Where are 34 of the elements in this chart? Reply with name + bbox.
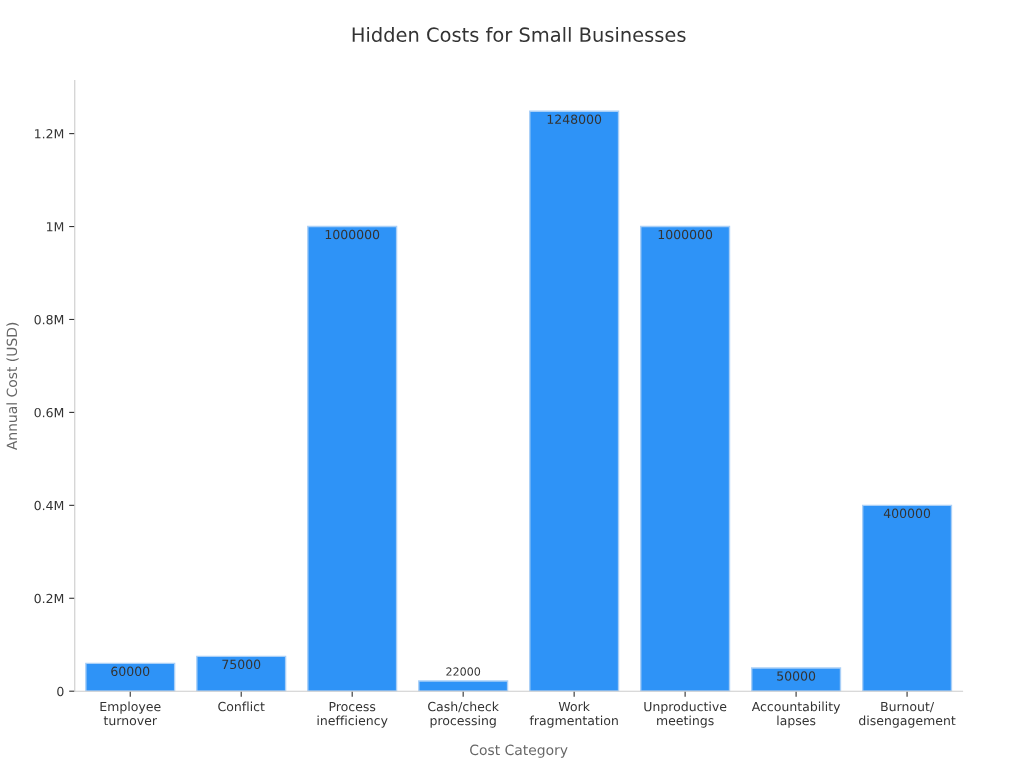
bar [751,667,842,692]
x-tick-label: Process inefficiency [317,702,388,728]
bar [640,225,731,692]
bar [418,680,509,692]
x-tick-label: Accountability lapses [751,701,841,728]
data-label: 400000 [883,508,931,519]
y-tick-label: 1M [46,222,64,232]
y-tick-label: 0.4M [34,500,64,511]
data-label: 22000 [446,667,481,676]
bar [861,504,953,692]
x-tick-label: Burnout/ disengagement [859,702,956,728]
y-tick-label: 0.6M [34,407,64,418]
x-tick-label: Cash/check processing [428,701,499,728]
data-label: 1000000 [658,229,713,240]
data-label: 50000 [777,671,816,681]
x-tick-label: Employee turnover [100,701,161,726]
x-tick-label: Conflict [218,701,265,712]
y-tick-label: 1.2M [35,129,64,139]
y-tick-label: 0.8M [34,314,64,325]
y-tick-label: 0.2M [34,593,64,604]
bar [529,110,620,692]
bar [196,655,287,692]
data-label: 75000 [222,659,261,670]
data-label: 1000000 [325,229,380,240]
y-tick-label: 0 [57,686,64,697]
x-axis-title: Cost Category [470,744,568,758]
x-tick-label: Unproductive meetings [644,701,727,728]
bar [307,225,398,692]
x-tick-label: Work fragmentation [529,701,618,728]
y-axis-title: Annual Cost (USD) [6,322,19,451]
data-label: 60000 [111,666,150,677]
data-label: 1248000 [547,114,602,125]
chart-title: Hidden Costs for Small Businesses [352,26,686,43]
bar [85,662,176,692]
